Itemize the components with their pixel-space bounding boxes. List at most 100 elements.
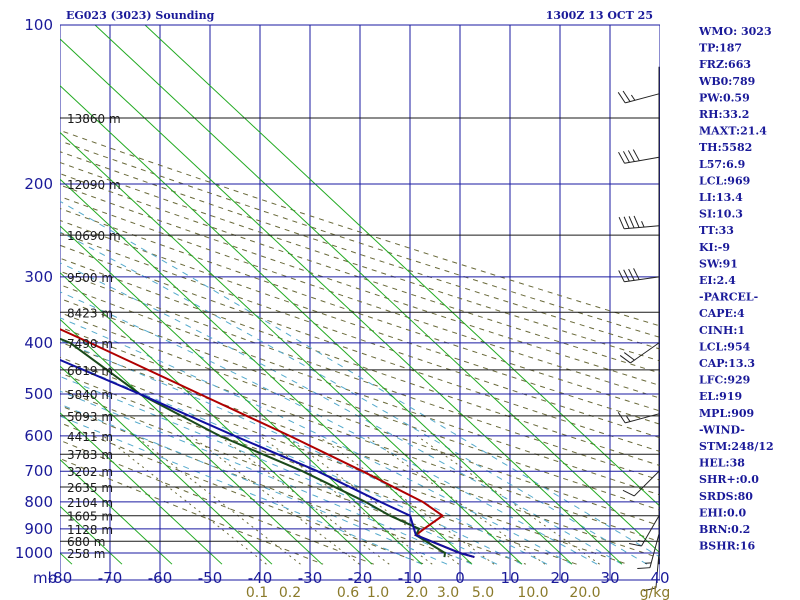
dry-adiabat	[60, 244, 660, 453]
sounding-index-entry: SW:91	[699, 257, 738, 270]
wind-barb-staff	[624, 225, 660, 230]
moist-adiabat	[60, 415, 423, 565]
height-label: 8423 m	[67, 306, 113, 320]
mixing-ratio-label: 0.2	[279, 585, 301, 600]
dry-adiabat	[60, 312, 660, 527]
pressure-tick-label: 1000	[15, 544, 53, 562]
sounding-indices-panel: WMO: 3023 TP:187 FRZ:663 WB0:789 PW:0.59 RH:3…	[698, 25, 774, 553]
isotherm-line	[60, 85, 573, 565]
sounding-index-entry: TT:33	[699, 224, 734, 237]
wind-barb-staff	[624, 156, 660, 164]
wind-barb-staff	[641, 515, 660, 547]
pressure-tick-label: 300	[24, 268, 53, 286]
dry-adiabat	[60, 326, 660, 543]
wind-barb-feather	[622, 151, 630, 163]
pressure-tick-label: 800	[24, 493, 53, 511]
mixing-ratio-line	[135, 435, 301, 565]
dry-adiabat	[60, 458, 324, 565]
temperature-trace	[60, 328, 475, 559]
height-label: 10690 m	[67, 229, 121, 243]
dry-adiabat	[60, 372, 577, 565]
dry-adiabat	[60, 422, 425, 565]
moist-adiabats	[60, 200, 660, 565]
sounding-index-entry: LCL:954	[699, 340, 751, 353]
wind-barb	[619, 342, 660, 364]
wind-barb-half-feather	[626, 416, 631, 422]
wind-barb-staff	[633, 470, 660, 497]
moist-adiabat	[60, 262, 623, 565]
temperature-tick-label: -80	[48, 569, 73, 587]
dry-adiabat	[60, 341, 660, 559]
isotherm-line	[94, 25, 660, 554]
sounding-index-entry: BSHR:16	[699, 540, 755, 553]
isotherm-line	[60, 131, 523, 565]
dry-adiabat	[60, 404, 476, 565]
chart-title-right: 1300Z 13 OCT 25	[546, 9, 653, 22]
wind-barb-feather	[622, 90, 631, 102]
wind-barb-feather	[628, 268, 635, 281]
isotherm-line	[60, 178, 473, 565]
wind-barb-staff	[625, 93, 660, 104]
dry-adiabat	[60, 356, 628, 565]
height-label: 2104 m	[67, 496, 113, 510]
sounding-index-entry: PW:0.59	[699, 91, 750, 104]
sounding-index-entry: SRDS:80	[699, 490, 753, 503]
parcel-trace	[60, 358, 475, 559]
wind-barb-feather	[617, 412, 626, 424]
sounding-index-entry: -PARCEL-	[699, 291, 758, 304]
isotherm-line	[60, 225, 423, 565]
chart-title-left: EG023 (3023) Sounding	[66, 9, 215, 22]
wind-barb-staff	[624, 276, 660, 283]
dry-adiabat	[60, 388, 527, 565]
pressure-tick-label: 100	[24, 16, 53, 34]
mixing-ratio-label: 2.0	[406, 585, 428, 600]
dry-adiabat	[60, 161, 660, 362]
wind-barb	[618, 268, 660, 283]
isotherm-line	[144, 25, 660, 507]
sounding-index-entry: HEL:38	[699, 457, 745, 470]
height-label: 4411 m	[67, 430, 113, 444]
sounding-index-entry: RH:33.2	[699, 108, 749, 121]
mixing-ratio-label: g/kg	[640, 585, 671, 600]
temperature-tick-label: -10	[398, 569, 423, 587]
wind-barb-half-feather	[630, 94, 636, 101]
wind-barb-feather	[617, 92, 626, 104]
dewpoint-trace	[60, 337, 447, 558]
pressure-tick-label: 600	[24, 427, 53, 445]
wind-barb-feather	[632, 149, 640, 161]
mixing-ratio-line	[416, 435, 600, 565]
mixing-ratio-line	[365, 435, 546, 565]
wind-barb	[617, 90, 660, 104]
sounding-index-entry: CINH:1	[699, 324, 745, 337]
wind-barb-feather	[622, 489, 635, 497]
isotherm-line	[0, 25, 22, 564]
wind-barb-feather	[618, 151, 625, 164]
moist-adiabat	[60, 359, 523, 565]
moist-adiabat	[60, 200, 660, 558]
sounding-index-entry: WMO: 3023	[698, 25, 772, 38]
height-label: 7490 m	[67, 337, 113, 351]
dry-adiabat	[60, 207, 660, 412]
wind-barb-staff	[630, 342, 660, 364]
height-label: 2635 m	[67, 481, 113, 495]
temperature-tick-label: 0	[455, 569, 465, 587]
dry-adiabat	[60, 196, 660, 399]
wind-barb-feather	[618, 216, 625, 230]
wind-barb-feather	[637, 567, 650, 569]
sounding-index-entry: -WIND-	[699, 423, 745, 436]
sounding-index-entry: WB0:789	[698, 75, 755, 88]
wind-barbs	[617, 66, 660, 592]
height-label: 5093 m	[67, 410, 113, 424]
height-label: 13860 m	[67, 112, 121, 126]
temperature-tick-label: -30	[298, 569, 323, 587]
wind-barb-feather	[629, 543, 642, 547]
isotherm-line	[60, 458, 173, 565]
temperature-tick-label: 40	[650, 569, 669, 587]
sounding-index-entry: STM:248/12	[699, 440, 774, 453]
wind-barb	[629, 515, 660, 547]
pressure-tick-label: 400	[24, 334, 53, 352]
wind-barb-staff	[655, 552, 660, 588]
wind-barb	[617, 412, 660, 424]
